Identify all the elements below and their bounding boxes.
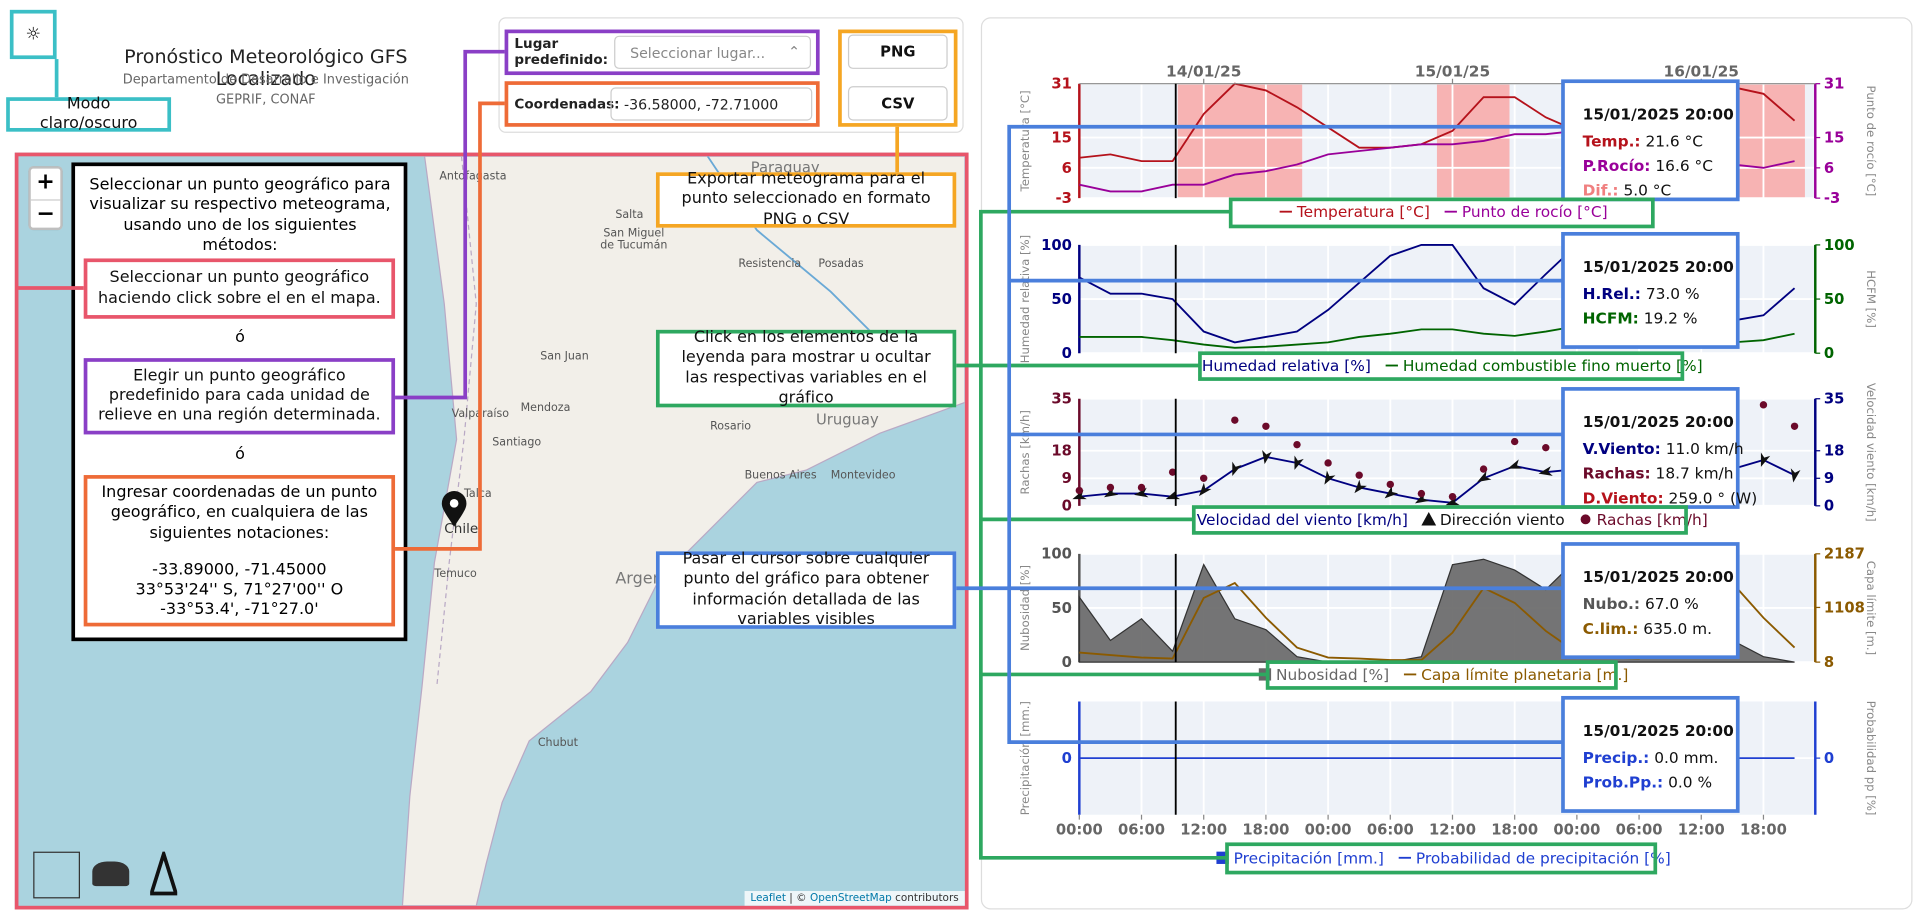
coords-group <box>504 81 820 127</box>
map-marker[interactable] <box>441 491 468 528</box>
place: Rosario <box>710 420 752 434</box>
place: Mendoza <box>520 402 571 415</box>
or-text: ó <box>235 328 245 348</box>
place: Paraguay <box>750 158 820 176</box>
place: Resistencia <box>738 258 802 271</box>
title: Pronóstico Meteorológico GFS Localizado <box>124 45 408 90</box>
export-group <box>838 29 958 127</box>
place: San Juan <box>540 350 589 364</box>
place: Santiago <box>492 436 542 450</box>
attribution: Leaflet | © OpenStreetMap contributors <box>744 891 965 906</box>
hint-click: Seleccionar un punto geográfico haciendo… <box>83 258 396 319</box>
place: Salta <box>615 209 644 222</box>
coords-input[interactable]: -36.58000, -72.71000 <box>610 87 813 121</box>
attribution-link[interactable]: Leaflet <box>750 892 786 905</box>
zoom-in[interactable]: + <box>30 169 61 201</box>
place-group <box>504 29 820 76</box>
place: Talca <box>463 488 492 501</box>
place-placeholder: Seleccionar lugar... <box>630 44 766 62</box>
attribution-link[interactable]: OpenStreetMap <box>809 892 892 905</box>
place: Chubut <box>537 737 578 750</box>
place: Posadas <box>818 258 864 271</box>
place: San Miguel de Tucumán <box>600 227 668 253</box>
place: Uruguay <box>815 411 879 429</box>
chart-panel <box>980 17 1913 910</box>
notation: -33.89000, -71.45000 <box>152 560 327 580</box>
logos <box>33 851 178 899</box>
hint-coords-text: Ingresar coordenadas de un punto geográf… <box>101 483 378 543</box>
notation: -33°53.4', -71°27.0' <box>160 600 319 620</box>
png-button[interactable]: PNG <box>847 34 948 69</box>
hint-legend: Click en los elementos de la leyenda par… <box>655 329 957 408</box>
hint-hover: Pasar el cursor sobre cualquier punto de… <box>655 550 957 629</box>
or-text: ó <box>235 445 245 464</box>
subtitle: Departamento de Desarrollo e Investigaci… <box>122 72 409 88</box>
place: Valparaíso <box>451 408 510 421</box>
place: Antofagasta <box>439 171 507 184</box>
attribution-text: contributors <box>895 892 959 905</box>
hint-export: Exportar meteograma para el punto selecc… <box>655 170 957 228</box>
zoom-out[interactable]: − <box>36 200 55 227</box>
theme-button[interactable]: ☼ <box>9 9 57 60</box>
notation: 33°53'24'' S, 71°27'00'' O <box>135 580 344 600</box>
csv-button[interactable]: CSV <box>847 86 948 121</box>
intro: Seleccionar un punto geográfico para vis… <box>89 175 391 255</box>
place: Buenos Aires <box>744 470 817 483</box>
coords-label: Coordenadas: <box>514 95 620 112</box>
hint-coords: Ingresar coordenadas de un punto geográf… <box>83 475 396 627</box>
place-label: Lugar predefinido: <box>514 35 609 68</box>
place-select[interactable]: Seleccionar lugar... ⌃ <box>614 35 812 69</box>
zoom-control: + − <box>28 166 63 231</box>
org: GEPRIF, CONAF <box>216 92 316 108</box>
hint-predefined: Elegir un punto geográfico predefinido p… <box>83 358 396 435</box>
theme-label: Modo claro/oscuro <box>6 94 172 133</box>
place: Montevideo <box>830 470 896 483</box>
place: Temuco <box>434 568 477 581</box>
